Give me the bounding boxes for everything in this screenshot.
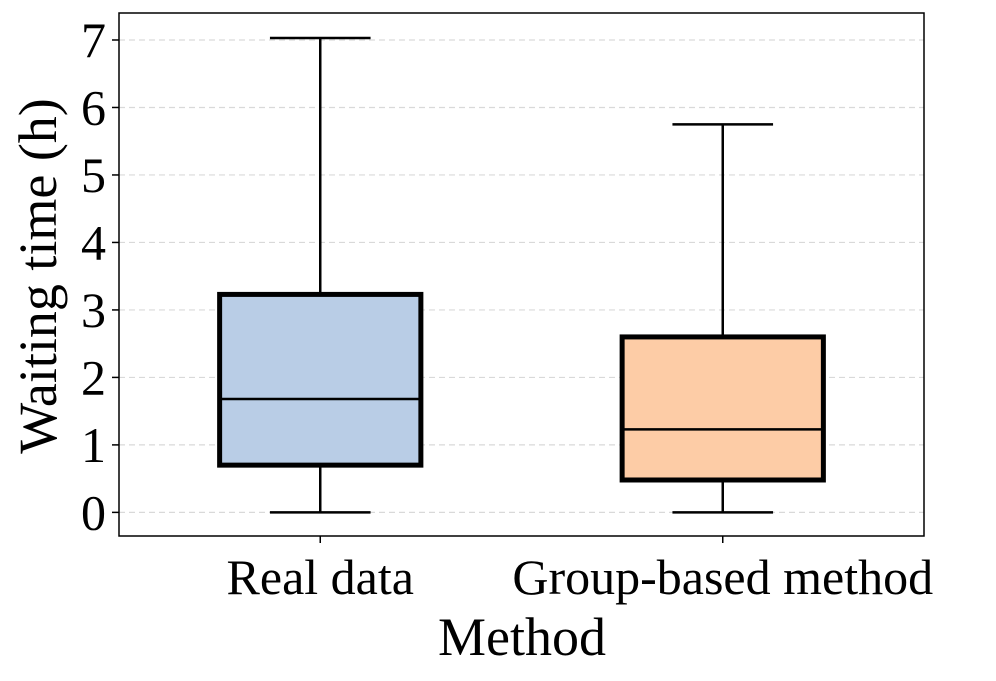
y-tick-label-0: 0 bbox=[81, 484, 106, 540]
y-tick-label-5: 5 bbox=[81, 147, 106, 203]
y-tick-label-6: 6 bbox=[81, 79, 106, 135]
x-axis-ticks: Real data Group-based method bbox=[227, 536, 933, 605]
y-tick-label-4: 4 bbox=[81, 214, 106, 270]
y-tick-label-1: 1 bbox=[81, 417, 106, 473]
plot-frame bbox=[118, 12, 925, 537]
x-axis-label: Method bbox=[438, 607, 606, 667]
x-tick-label-real-data: Real data bbox=[227, 549, 414, 605]
y-tick-label-2: 2 bbox=[81, 349, 106, 405]
x-tick-label-group-based-method: Group-based method bbox=[512, 549, 933, 605]
y-axis-ticks: 0 1 2 3 4 5 6 7 bbox=[81, 12, 119, 540]
box-group-based-method bbox=[619, 334, 826, 483]
y-tick-label-7: 7 bbox=[81, 12, 106, 68]
box-real-data bbox=[217, 291, 424, 468]
box-plot-series bbox=[217, 36, 826, 514]
y-tick-label-3: 3 bbox=[81, 282, 106, 338]
y-axis-label: Waiting time (h) bbox=[8, 98, 68, 454]
